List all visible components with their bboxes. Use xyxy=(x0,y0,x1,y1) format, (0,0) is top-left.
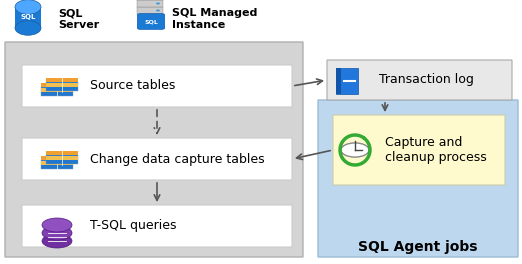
Ellipse shape xyxy=(42,218,72,232)
FancyBboxPatch shape xyxy=(137,7,163,14)
FancyBboxPatch shape xyxy=(41,161,73,165)
FancyBboxPatch shape xyxy=(137,14,164,29)
Ellipse shape xyxy=(42,226,72,240)
Circle shape xyxy=(341,143,369,157)
Text: SQL Agent jobs: SQL Agent jobs xyxy=(358,240,478,254)
FancyBboxPatch shape xyxy=(327,60,512,100)
Ellipse shape xyxy=(15,21,41,35)
FancyBboxPatch shape xyxy=(318,100,518,257)
Text: SQL
Server: SQL Server xyxy=(58,8,99,30)
FancyBboxPatch shape xyxy=(41,87,73,96)
FancyBboxPatch shape xyxy=(46,78,78,82)
FancyBboxPatch shape xyxy=(22,65,292,107)
FancyBboxPatch shape xyxy=(41,156,73,160)
Text: Change data capture tables: Change data capture tables xyxy=(90,153,265,166)
FancyBboxPatch shape xyxy=(22,138,292,180)
Circle shape xyxy=(156,10,160,12)
Text: SQL Managed
Instance: SQL Managed Instance xyxy=(172,8,257,30)
FancyBboxPatch shape xyxy=(336,68,341,94)
Text: SQL: SQL xyxy=(20,15,35,21)
FancyBboxPatch shape xyxy=(15,7,41,28)
FancyBboxPatch shape xyxy=(5,42,303,257)
Text: SQL: SQL xyxy=(144,20,158,25)
FancyBboxPatch shape xyxy=(333,115,505,185)
Text: T-SQL queries: T-SQL queries xyxy=(90,219,176,233)
FancyBboxPatch shape xyxy=(336,68,358,94)
FancyBboxPatch shape xyxy=(41,160,73,169)
Text: Source tables: Source tables xyxy=(90,79,175,92)
FancyBboxPatch shape xyxy=(46,82,78,91)
Text: Capture and
cleanup process: Capture and cleanup process xyxy=(385,136,487,164)
FancyBboxPatch shape xyxy=(46,151,78,155)
FancyBboxPatch shape xyxy=(46,83,78,87)
Text: Transaction log: Transaction log xyxy=(379,73,474,87)
Circle shape xyxy=(156,2,160,4)
FancyBboxPatch shape xyxy=(41,83,73,87)
FancyBboxPatch shape xyxy=(46,156,78,160)
Ellipse shape xyxy=(42,234,72,248)
FancyBboxPatch shape xyxy=(22,205,292,247)
Ellipse shape xyxy=(15,0,41,14)
FancyBboxPatch shape xyxy=(41,88,73,92)
FancyBboxPatch shape xyxy=(137,0,163,7)
FancyBboxPatch shape xyxy=(46,155,78,164)
